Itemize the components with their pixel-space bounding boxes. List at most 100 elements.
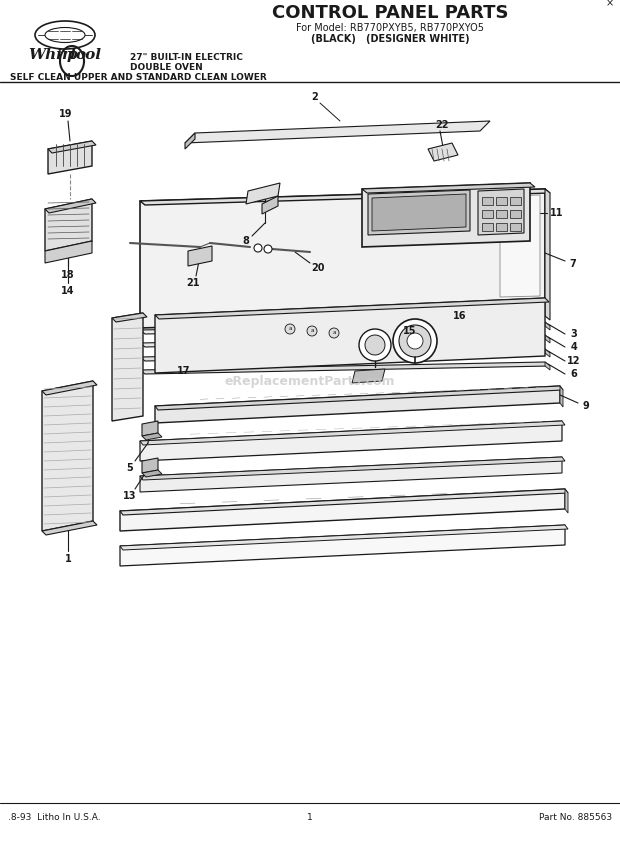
Text: For Model: RB770PXYB5, RB770PXYO5: For Model: RB770PXYB5, RB770PXYO5 [296,23,484,33]
Text: 1: 1 [64,554,71,564]
Polygon shape [42,381,93,531]
Text: 17: 17 [177,366,191,376]
Polygon shape [112,313,143,421]
Text: a: a [310,329,314,333]
Polygon shape [155,298,545,373]
Text: 22: 22 [435,120,449,130]
Polygon shape [140,189,550,205]
Bar [496,223,507,231]
Polygon shape [478,189,524,235]
Polygon shape [142,421,158,436]
Polygon shape [140,189,545,328]
Text: 3: 3 [570,329,577,339]
Polygon shape [142,433,162,440]
Text: 1: 1 [307,813,313,821]
Text: eReplacementParts.com: eReplacementParts.com [224,375,396,387]
Text: DOUBLE OVEN: DOUBLE OVEN [130,64,203,72]
Polygon shape [262,196,278,214]
Circle shape [307,326,317,336]
Polygon shape [188,246,212,266]
Polygon shape [155,386,560,423]
Text: ool: ool [75,48,101,62]
Text: 15: 15 [403,326,417,336]
Text: Part No. 885563: Part No. 885563 [539,813,612,821]
Circle shape [264,245,272,253]
Text: 19: 19 [60,109,73,119]
Text: 14: 14 [61,286,75,296]
Circle shape [254,244,262,252]
Polygon shape [185,121,490,143]
Text: 16: 16 [453,311,467,321]
Polygon shape [45,199,96,213]
Polygon shape [246,183,280,204]
Text: 12: 12 [567,356,581,366]
Polygon shape [140,322,550,334]
Polygon shape [352,369,385,383]
Polygon shape [185,133,195,149]
Polygon shape [428,143,458,161]
Text: 18: 18 [61,270,75,280]
Polygon shape [368,190,470,235]
Polygon shape [155,386,563,410]
Polygon shape [362,183,535,193]
Text: 7: 7 [570,259,577,269]
Text: 11: 11 [551,208,564,218]
Polygon shape [545,322,550,330]
Bar [510,197,521,205]
Text: 27" BUILT-IN ELECTRIC: 27" BUILT-IN ELECTRIC [130,53,243,63]
Polygon shape [120,489,568,515]
Polygon shape [362,183,530,247]
Polygon shape [140,457,565,480]
Ellipse shape [45,28,85,42]
Text: a: a [332,331,336,336]
Bar [482,223,493,231]
Polygon shape [140,362,550,374]
Polygon shape [155,298,549,319]
Text: ×: × [606,0,614,8]
Polygon shape [545,335,550,343]
Text: 4: 4 [570,342,577,352]
Text: CONTROL PANEL PARTS: CONTROL PANEL PARTS [272,4,508,22]
Circle shape [393,319,437,363]
Text: 5: 5 [126,463,133,473]
Polygon shape [45,199,92,251]
Text: 21: 21 [186,278,200,288]
Polygon shape [48,141,96,153]
Polygon shape [42,521,97,535]
Polygon shape [140,421,565,445]
Bar [482,197,493,205]
Text: Whirl: Whirl [28,48,76,62]
Polygon shape [140,457,562,492]
Bar [510,223,521,231]
Text: 2: 2 [312,92,319,102]
Text: 13: 13 [123,491,137,501]
Polygon shape [500,195,540,297]
Bar [496,197,507,205]
Circle shape [329,328,339,338]
Polygon shape [140,421,562,461]
Polygon shape [545,349,550,357]
Text: 20: 20 [311,263,325,273]
Polygon shape [142,458,158,473]
Text: (BLACK)   (DESIGNER WHITE): (BLACK) (DESIGNER WHITE) [311,34,469,44]
Polygon shape [372,194,466,231]
Polygon shape [120,525,568,550]
Polygon shape [48,141,92,174]
Text: 6: 6 [570,369,577,379]
Polygon shape [140,335,550,347]
Circle shape [399,325,431,357]
Circle shape [359,329,391,361]
Text: .8-93  Litho In U.S.A.: .8-93 Litho In U.S.A. [8,813,100,821]
Text: p: p [67,48,78,62]
Text: a: a [288,326,292,331]
Polygon shape [560,386,563,407]
Text: 9: 9 [583,401,590,411]
Polygon shape [42,381,97,395]
Bar [510,210,521,218]
Polygon shape [140,349,550,361]
Polygon shape [142,470,162,477]
Circle shape [285,324,295,334]
Circle shape [365,335,385,355]
Polygon shape [120,489,565,531]
Text: SELF CLEAN UPPER AND STANDARD CLEAN LOWER: SELF CLEAN UPPER AND STANDARD CLEAN LOWE… [10,73,267,83]
